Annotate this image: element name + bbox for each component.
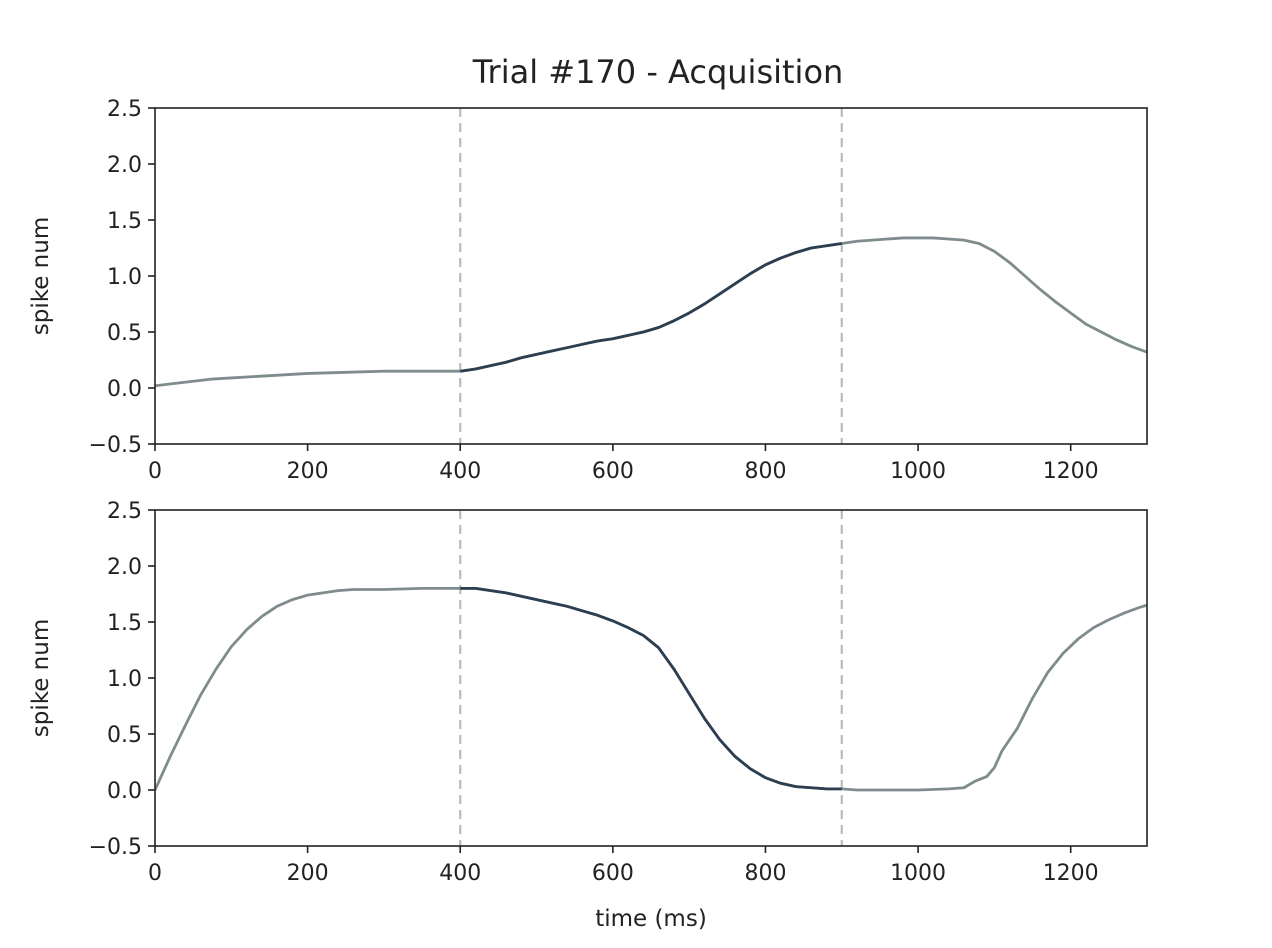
- y-tick-label-top-4: 1.5: [107, 209, 142, 234]
- x-tick-label-top-800: 800: [744, 459, 786, 484]
- series-line-bottom-active: [460, 587, 842, 791]
- y-tick-label-bottom-0: −0.5: [89, 835, 142, 860]
- x-tick-label-bottom-1000: 1000: [890, 861, 946, 886]
- y-tick-label-top-3: 1.0: [107, 265, 142, 290]
- x-tick-label-top-0: 0: [148, 459, 162, 484]
- x-tick-label-bottom-0: 0: [148, 861, 162, 886]
- x-tick-label-bottom-1200: 1200: [1043, 861, 1099, 886]
- x-tick-label-top-600: 600: [592, 459, 634, 484]
- y-tick-label-top-1: 0.0: [107, 377, 142, 402]
- y-tick-label-top-6: 2.5: [107, 97, 142, 122]
- x-tick-label-bottom-600: 600: [592, 861, 634, 886]
- axes-frame-top: [154, 107, 1148, 445]
- x-tick-label-top-1000: 1000: [890, 459, 946, 484]
- series-line-top-active: [460, 242, 842, 373]
- y-tick-label-bottom-2: 0.5: [107, 723, 142, 748]
- x-tick-label-top-400: 400: [439, 459, 481, 484]
- y-tick-label-bottom-1: 0.0: [107, 779, 142, 804]
- y-axis-label-bottom: spike num: [28, 619, 54, 738]
- x-axis-label-bottom: time (ms): [595, 906, 707, 932]
- chart-title: Trial #170 - Acquisition: [472, 53, 844, 91]
- y-tick-label-bottom-4: 1.5: [107, 611, 142, 636]
- x-tick-label-bottom-200: 200: [287, 861, 329, 886]
- panel-top: 0 200 400 600 800 1000 1200 −0.5 0.0 0.5 1.0 1.5 2.0…: [28, 97, 1148, 484]
- y-tick-label-top-5: 2.0: [107, 153, 142, 178]
- y-tick-label-bottom-3: 1.0: [107, 667, 142, 692]
- y-tick-label-bottom-5: 2.0: [107, 555, 142, 580]
- series-line-bottom-inactive: [155, 587, 1147, 792]
- y-axis-label-top: spike num: [28, 217, 54, 336]
- x-tick-label-top-1200: 1200: [1043, 459, 1099, 484]
- y-tick-label-top-2: 0.5: [107, 321, 142, 346]
- x-tick-label-bottom-800: 800: [744, 861, 786, 886]
- x-tick-label-top-200: 200: [287, 459, 329, 484]
- y-tick-label-top-0: −0.5: [89, 433, 142, 458]
- panel-bottom: 0 200 400 600 800 1000 1200 −0.5 0.0 0.5 1.0 1.5 2.0…: [28, 499, 1148, 932]
- y-tick-label-bottom-6: 2.5: [107, 499, 142, 524]
- axes-frame-bottom: [154, 509, 1148, 847]
- x-tick-label-bottom-400: 400: [439, 861, 481, 886]
- series-line-top-inactive: [155, 236, 1147, 388]
